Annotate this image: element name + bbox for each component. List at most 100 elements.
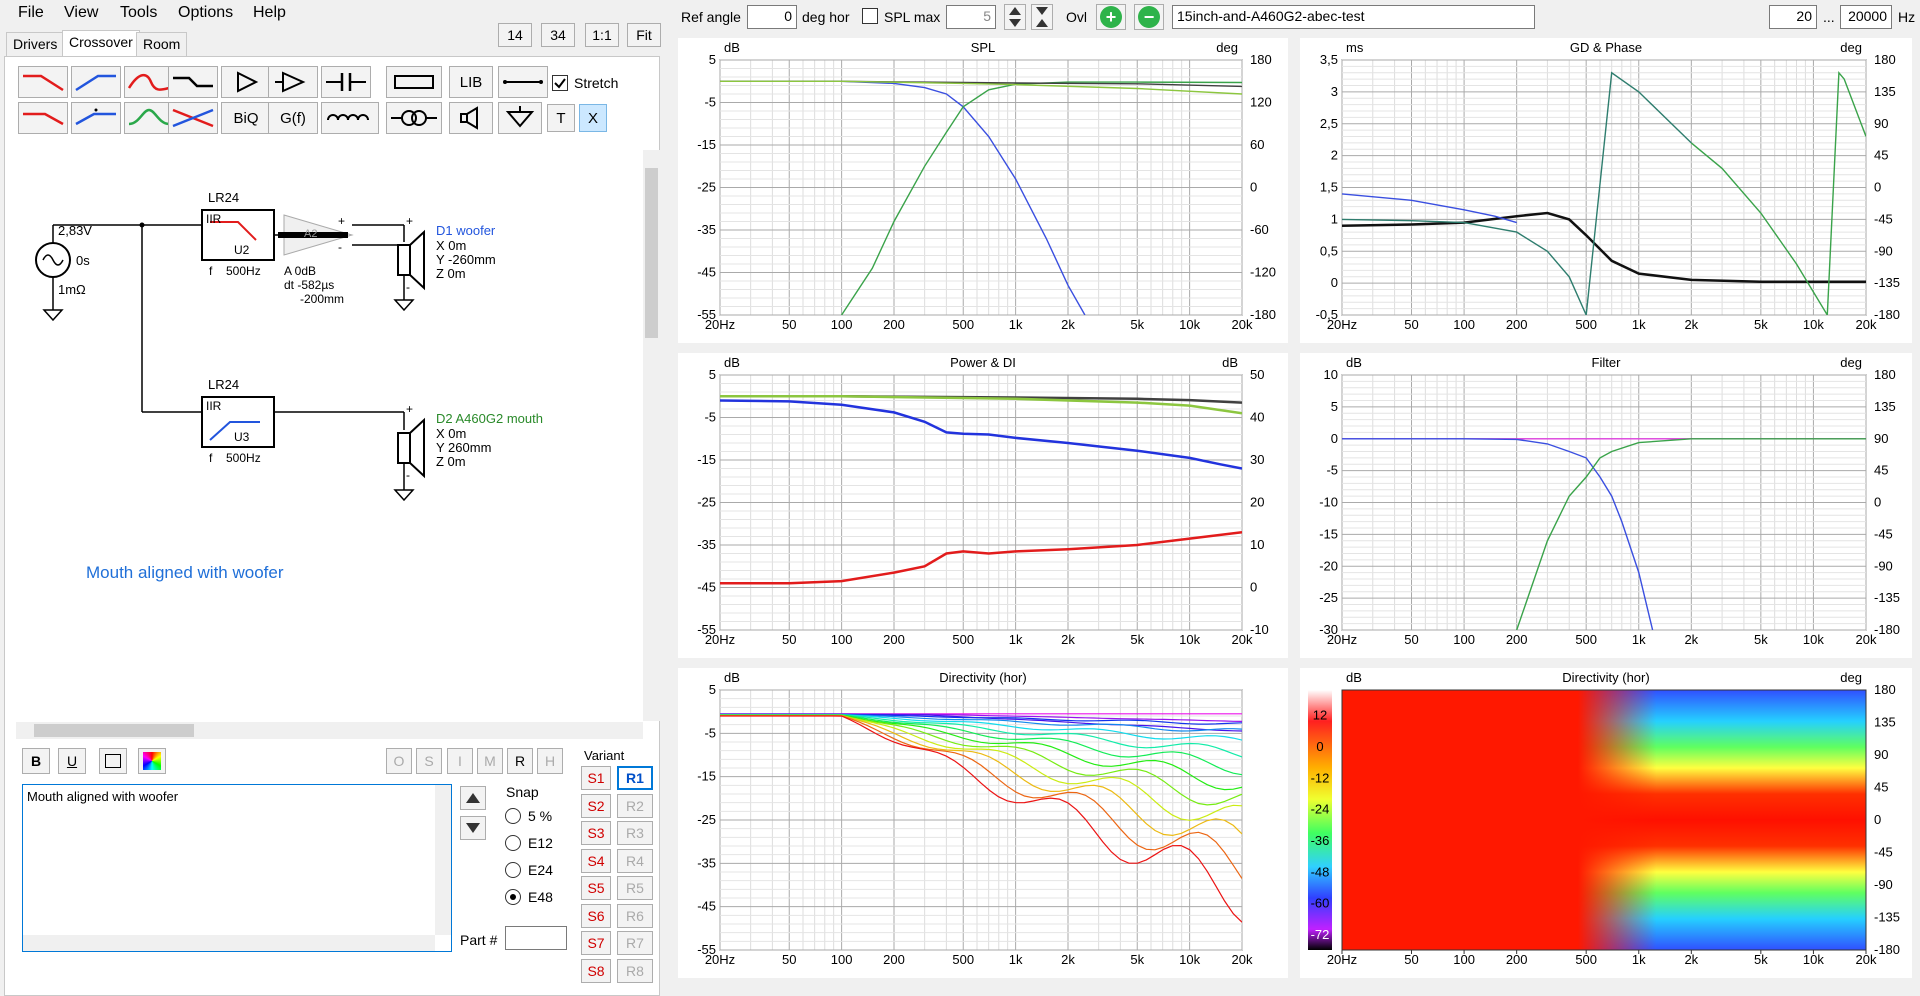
wire-tool[interactable] [498, 66, 548, 98]
part-input[interactable] [505, 926, 567, 950]
overlay-remove-button[interactable]: − [1134, 4, 1164, 30]
chart-directivity-hor--4[interactable]: Directivity (hor) dB 5 -5 -15 -25 -35 -45 -55 20H… [678, 668, 1288, 978]
menu-help[interactable]: Help [253, 4, 286, 21]
chart-filter-3[interactable]: Filter dB deg 10 5 0 -5 -10 -15 -20 -25 -30 180 135 90… [1300, 353, 1912, 658]
snap-5pct-radio[interactable] [505, 808, 521, 824]
variant-r4-button[interactable]: R4 [617, 848, 653, 873]
highpass-icon [75, 74, 116, 92]
freq-low-input[interactable]: 20 [1769, 5, 1817, 29]
buffer-tool[interactable] [221, 66, 271, 98]
bold-button[interactable]: B [22, 748, 50, 774]
canvas-vertical-scrollbar[interactable] [643, 150, 660, 721]
zoom-1-1-button[interactable]: 1:1 [585, 23, 619, 47]
transformer-tool[interactable] [386, 102, 442, 134]
variant-s2-button[interactable]: S2 [581, 793, 611, 818]
chart-directivity-hor--5[interactable]: Directivity (hor) dB deg 20Hz 50 100 200 500 1k 2… [1300, 668, 1912, 978]
chart-spl-0[interactable]: SPL dB deg 5 -5 -15 -25 -35 -45 -55 180 120 60 0 -60 -1… [678, 38, 1288, 343]
freq-high-input[interactable]: 20000 [1840, 5, 1892, 29]
zoom-34-button[interactable]: 34 [541, 23, 575, 47]
amplifier-tool[interactable] [268, 66, 318, 98]
resistor-tool[interactable] [386, 66, 442, 98]
snap-e12-radio[interactable] [505, 835, 521, 851]
peak-tool[interactable] [124, 102, 174, 134]
driver-tool[interactable] [449, 102, 493, 134]
menu-view[interactable]: View [64, 4, 99, 21]
transfer-function-tool[interactable]: G(f) [268, 102, 318, 134]
driver1-name[interactable]: D1 woofer [436, 223, 496, 238]
fit-button[interactable]: Fit [627, 23, 661, 47]
ref-angle-input[interactable]: 0 [747, 5, 797, 29]
variant-r1-button[interactable]: R1 [617, 766, 653, 790]
overlay-add-button[interactable]: + [1096, 4, 1126, 30]
underline-button[interactable]: U [58, 748, 86, 774]
spl-range-button[interactable] [1031, 4, 1053, 30]
move-down-button[interactable] [460, 816, 486, 840]
i-button[interactable]: I [447, 748, 473, 774]
ground-tool[interactable] [498, 102, 542, 134]
snap-e24-radio[interactable] [505, 862, 521, 878]
menu-options[interactable]: Options [178, 4, 234, 21]
variant-s8-button[interactable]: S8 [581, 958, 611, 983]
highpass-1st-tool[interactable] [71, 102, 121, 134]
highpass-tool[interactable] [71, 66, 121, 98]
spl-max-input[interactable]: 5 [946, 5, 996, 29]
zoom-14-button[interactable]: 14 [498, 23, 532, 47]
o-button[interactable]: O [386, 748, 412, 774]
tab-crossover[interactable]: Crossover [62, 30, 140, 58]
bandpass-tool[interactable] [124, 66, 174, 98]
x-tick-label: 1k [1632, 632, 1646, 647]
variant-r2-button[interactable]: R2 [617, 793, 653, 818]
variant-s5-button[interactable]: S5 [581, 876, 611, 900]
variant-s7-button[interactable]: S7 [581, 931, 611, 955]
s-button[interactable]: S [416, 748, 442, 774]
menu-tools[interactable]: Tools [120, 4, 158, 21]
h-button[interactable]: H [537, 748, 563, 774]
variant-r8-button[interactable]: R8 [617, 958, 653, 983]
lowpass-1st-tool[interactable] [18, 102, 68, 134]
m-button[interactable]: M [477, 748, 503, 774]
schematic-canvas[interactable]: 2,83V 0s 1mΩ LR24 IIR U2 f 500Hz A2 + - … [16, 150, 643, 721]
inductor-tool[interactable] [321, 102, 379, 134]
variant-s4-button[interactable]: S4 [581, 848, 611, 873]
filter1-freq: 500Hz [226, 264, 261, 278]
variant-r3-button[interactable]: R3 [617, 821, 653, 845]
variant-s3-button[interactable]: S3 [581, 821, 611, 845]
vertical-scroll-thumb[interactable] [645, 168, 658, 338]
notes-textarea[interactable]: Mouth aligned with woofer [22, 784, 452, 952]
text-tool[interactable]: T [547, 104, 575, 132]
tab-room[interactable]: Room [136, 32, 188, 56]
delete-tool[interactable]: X [579, 104, 607, 132]
variant-s1-button[interactable]: S1 [581, 766, 611, 790]
capacitor-tool[interactable] [321, 66, 371, 98]
driver1-minus: - [406, 280, 410, 294]
border-button[interactable] [99, 748, 127, 774]
biquad-tool[interactable]: BiQ [221, 102, 271, 134]
r-button[interactable]: R [507, 748, 533, 774]
chart-power-di-2[interactable]: Power & DI dB dB 5 -5 -15 -25 -35 -45 -55 50 40 30 20… [678, 353, 1288, 658]
spl-spin-button[interactable] [1004, 4, 1026, 30]
lowpass-tool[interactable] [18, 66, 68, 98]
notes-horizontal-scrollbar[interactable] [23, 935, 435, 951]
project-name-input[interactable]: 15inch-and-A460G2-abec-test [1172, 5, 1535, 29]
library-tool[interactable]: LIB [449, 66, 493, 98]
variant-r5-button[interactable]: R5 [617, 876, 653, 900]
chart-title: Filter [1592, 355, 1622, 370]
shelf-tool[interactable] [168, 66, 218, 98]
menu-file[interactable]: File [18, 4, 44, 21]
stretch-checkbox[interactable] [552, 75, 568, 91]
driver2-name[interactable]: D2 A460G2 mouth [436, 411, 543, 426]
schematic-annotation[interactable]: Mouth aligned with woofer [86, 563, 284, 582]
chart-gd-phase-1[interactable]: GD & Phase ms deg 3,5 3 2,5 2 1,5 1 0,5 0 -0,5 180 13… [1300, 38, 1912, 343]
variant-r7-button[interactable]: R7 [617, 931, 653, 955]
notes-vertical-scrollbar[interactable] [435, 785, 451, 935]
canvas-horizontal-scrollbar[interactable] [16, 722, 643, 739]
horizontal-scroll-thumb[interactable] [34, 724, 194, 737]
snap-e48-radio[interactable] [505, 889, 521, 905]
color-button[interactable] [138, 748, 166, 774]
variant-s6-button[interactable]: S6 [581, 903, 611, 928]
move-up-button[interactable] [460, 786, 486, 810]
tab-drivers[interactable]: Drivers [6, 32, 65, 56]
spl-max-checkbox[interactable] [862, 8, 878, 24]
variant-r6-button[interactable]: R6 [617, 903, 653, 928]
notch-tool[interactable] [168, 102, 218, 134]
